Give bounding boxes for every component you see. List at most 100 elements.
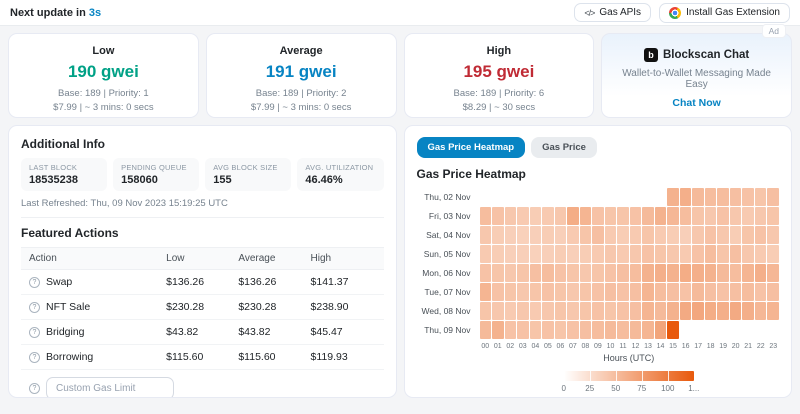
heatmap-cell: [667, 321, 679, 339]
heatmap-cell: [755, 321, 767, 339]
heatmap-cell: [542, 245, 554, 263]
heatmap-cell: [492, 188, 504, 206]
heatmap-cell: [629, 207, 642, 225]
gas-cards-row: Low 190 gwei Base: 189 | Priority: 1 $7.99 …: [0, 24, 800, 118]
heatmap-cell: [604, 245, 617, 263]
heatmap-cell: [742, 264, 754, 282]
topbar-actions: </> Gas APIs Install Gas Extension: [574, 2, 790, 23]
tab-gas-price[interactable]: Gas Price: [531, 137, 597, 158]
heatmap-row-label: Tue, 07 Nov: [424, 287, 471, 297]
help-icon[interactable]: ?: [29, 383, 40, 394]
hour-tick-label: 22: [756, 343, 765, 350]
heatmap-cell: [642, 207, 654, 225]
heatmap-row-label: Thu, 02 Nov: [424, 192, 471, 202]
gas-apis-button[interactable]: </> Gas APIs: [574, 3, 652, 22]
chat-now-link[interactable]: Chat Now: [672, 97, 721, 109]
hour-tick-label: 01: [493, 343, 502, 350]
heatmap-cell: [704, 188, 717, 206]
gas-tier-label: High: [486, 45, 512, 57]
heatmap-cell: [654, 245, 667, 263]
help-icon[interactable]: ?: [29, 301, 40, 313]
heatmap-cell: [492, 245, 504, 263]
heatmap-row-label: Fri, 03 Nov: [428, 211, 471, 221]
heatmap-cell: [517, 245, 529, 263]
heatmap-row-label: Wed, 08 Nov: [421, 306, 471, 316]
ad-tagline: Wallet-to-Wallet Messaging Made Easy: [622, 68, 771, 90]
heatmap-cell: [754, 207, 767, 225]
heatmap-cell: [754, 245, 767, 263]
heatmap-cell: [642, 188, 654, 206]
heatmap-cell: [767, 207, 779, 225]
install-gas-extension-button[interactable]: Install Gas Extension: [659, 2, 790, 23]
heatmap-cell: [667, 226, 679, 244]
tab-gas-price-heatmap[interactable]: Gas Price Heatmap: [416, 137, 526, 158]
heatmap-cell: [567, 207, 579, 225]
heatmap-cell: [542, 321, 554, 339]
heatmap-cell: [604, 264, 617, 282]
heatmap-cell: [704, 264, 717, 282]
high-price: $141.37: [310, 276, 349, 288]
help-icon[interactable]: ?: [29, 351, 40, 363]
heatmap-cell: [717, 283, 729, 301]
heatmap-cell: [692, 207, 704, 225]
heatmap-cell: [529, 283, 542, 301]
high-price: $45.47: [310, 326, 343, 338]
low-price: $230.28: [166, 301, 205, 313]
heatmap-cell: [629, 245, 642, 263]
action-label: Swap: [46, 276, 73, 288]
heatmap-cell: [554, 245, 567, 263]
stats-grid: LAST BLOCK 18535238 PENDING QUEUE 158060 AVG…: [21, 158, 384, 191]
hour-tick-label: 00: [481, 343, 490, 350]
gas-card-high: High 195 gwei Base: 189 | Priority: 6 $8.29…: [403, 33, 595, 118]
heatmap-cell: [629, 302, 642, 320]
heatmap-cell: [729, 264, 742, 282]
gas-price-value: 191 gwei: [265, 62, 337, 81]
heatmap-cell: [692, 188, 704, 206]
hour-tick-label: 09: [594, 343, 602, 350]
high-price: $119.93: [310, 351, 348, 363]
featured-actions-title: Featured Actions: [21, 226, 119, 240]
custom-gas-limit-input[interactable]: [46, 377, 174, 397]
heatmap-cell: [692, 283, 704, 301]
hour-tick-label: 10: [606, 343, 615, 350]
heatmap-cell: [729, 302, 742, 320]
heatmap-cell: [554, 283, 567, 301]
legend-tick-label: 50: [611, 384, 621, 393]
stat-box: AVG. UTILIZATION 46.46%: [297, 158, 384, 191]
gas-cost-time: $7.99 | ~ 3 mins: 0 secs: [53, 101, 154, 113]
heatmap-cell: [767, 188, 779, 206]
heatmap-cell: [742, 207, 754, 225]
additional-info-panel: Additional Info LAST BLOCK 18535238 PENDIN…: [8, 125, 397, 398]
help-icon[interactable]: ?: [29, 276, 40, 288]
low-price: $43.82: [166, 326, 199, 338]
heatmap-cell: [629, 264, 642, 282]
heatmap-cell: [579, 226, 592, 244]
heatmap-cell: [529, 302, 542, 320]
stat-value: 18535238: [29, 174, 78, 186]
heatmap-cell: [567, 302, 579, 320]
heatmap-cell: [654, 321, 667, 339]
hour-tick-label: 15: [669, 343, 677, 350]
heatmap-cell: [579, 207, 592, 225]
hour-tick-label: 17: [694, 343, 702, 350]
heatmap-cell: [479, 283, 492, 301]
heatmap-cell: [642, 321, 654, 339]
hour-tick-label: 19: [719, 343, 728, 350]
ad-card: Ad b Blockscan Chat Wallet-to-Wallet Mes…: [601, 24, 792, 118]
heatmap-cell: [504, 264, 517, 282]
high-price: $238.90: [310, 301, 349, 313]
legend-tick-label: 75: [637, 384, 647, 393]
heatmap-cell: [742, 321, 754, 339]
heatmap-cell: [492, 207, 504, 225]
last-refreshed-text: Last Refreshed: Thu, 09 Nov 2023 15:19:2…: [21, 198, 384, 218]
help-icon[interactable]: ?: [29, 326, 40, 338]
actions-table-body: ? Swap $136.26 $136.26 $141.37? NFT Sale $230.…: [21, 270, 384, 370]
heatmap-tabs: Gas Price Heatmap Gas Price: [416, 137, 780, 158]
heatmap-cell: [504, 245, 517, 263]
heatmap-cell: [679, 264, 692, 282]
main-row: Additional Info LAST BLOCK 18535238 PENDIN…: [0, 118, 800, 405]
heatmap-cell: [617, 321, 629, 339]
heatmap-cell: [479, 207, 492, 225]
heatmap-cell: [617, 283, 629, 301]
heatmap-cell: [604, 321, 617, 339]
